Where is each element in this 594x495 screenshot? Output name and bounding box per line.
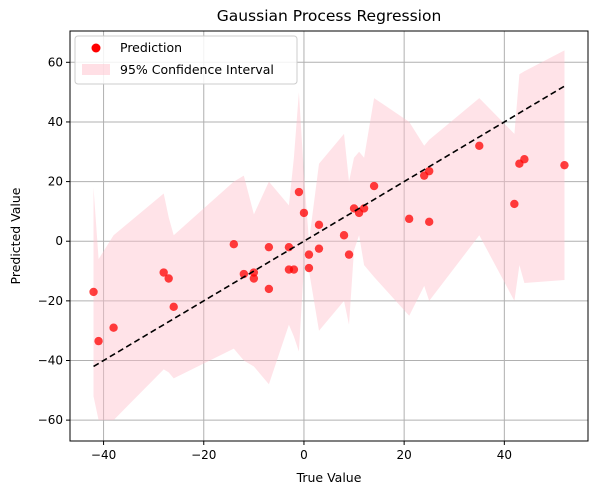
prediction-point — [510, 199, 519, 209]
prediction-point — [560, 160, 569, 170]
prediction-point — [294, 187, 304, 197]
axis-ticks: −40 −20 0 20 40 −60 −40 −20 0 20 40 60 — [38, 55, 512, 462]
identity-line-segment — [93, 85, 565, 368]
chart-title: Gaussian Process Regression — [217, 7, 442, 25]
prediction-point — [314, 244, 324, 253]
y-tick-label: 40 — [48, 115, 63, 129]
prediction-point — [249, 274, 259, 283]
prediction-point — [344, 250, 354, 259]
confidence-band — [93, 50, 565, 421]
legend-confidence-swatch — [82, 64, 110, 75]
prediction-point — [159, 268, 168, 277]
legend-confidence-label: 95% Confidence Interval — [120, 62, 274, 77]
prediction-point — [369, 181, 379, 191]
prediction-points — [89, 141, 569, 346]
prediction-point — [89, 287, 98, 297]
legend-prediction-swatch — [91, 43, 101, 53]
prediction-point — [169, 302, 178, 312]
prediction-point — [475, 141, 484, 150]
prediction-point — [229, 240, 239, 249]
prediction-point — [239, 269, 249, 279]
prediction-point — [264, 242, 274, 252]
y-tick-label: −20 — [38, 294, 63, 308]
prediction-point — [404, 214, 414, 224]
prediction-point — [284, 242, 294, 252]
prediction-point — [289, 265, 299, 274]
prediction-point — [299, 208, 309, 218]
prediction-point — [304, 250, 314, 259]
prediction-point — [249, 268, 259, 277]
prediction-point — [424, 217, 434, 227]
x-axis-label: True Value — [296, 470, 362, 485]
prediction-point — [109, 323, 118, 332]
y-tick-label: 60 — [48, 55, 63, 69]
prediction-point — [264, 284, 274, 294]
x-tick-label: 20 — [397, 448, 412, 462]
y-axis-label: Predicted Value — [8, 187, 23, 284]
prediction-point — [359, 204, 369, 213]
prediction-point — [164, 274, 173, 283]
prediction-point — [304, 263, 314, 273]
prediction-point — [520, 155, 529, 164]
confidence-interval-area — [93, 50, 565, 421]
y-tick-label: 20 — [48, 175, 63, 189]
legend-box — [74, 35, 298, 85]
x-tick-label: 40 — [497, 448, 512, 462]
legend: Prediction 95% Confidence Interval — [74, 35, 298, 85]
plot-frame — [69, 30, 589, 442]
prediction-point — [314, 220, 324, 230]
prediction-point — [94, 336, 103, 346]
x-tick-label: −40 — [91, 448, 116, 462]
x-tick-label: 0 — [300, 448, 308, 462]
prediction-point — [424, 166, 434, 176]
y-tick-label: −60 — [38, 413, 63, 427]
x-tick-label: −20 — [191, 448, 216, 462]
identity-line — [93, 85, 565, 368]
y-tick-label: −40 — [38, 353, 63, 367]
legend-prediction-label: Prediction — [120, 40, 182, 55]
y-tick-label: 0 — [55, 234, 63, 248]
grid — [70, 31, 588, 441]
prediction-point — [339, 231, 349, 240]
